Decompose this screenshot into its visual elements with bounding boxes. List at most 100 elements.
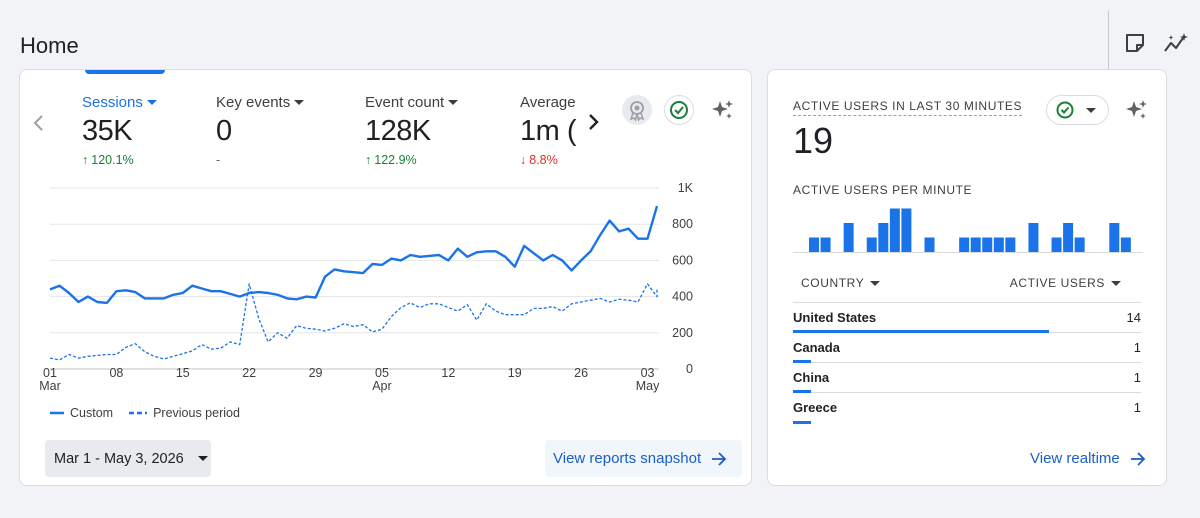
metric-label: Average: [520, 94, 576, 111]
per-minute-bar: [843, 223, 854, 252]
share-bar: [793, 390, 812, 393]
x-tick-day: 08: [109, 366, 123, 380]
active-users-value: 1: [1133, 400, 1141, 415]
active-users-value: 14: [1126, 310, 1141, 325]
dropdown-caret-icon: [197, 456, 208, 461]
view-realtime-link[interactable]: View realtime: [1030, 450, 1146, 467]
metric-sessions[interactable]: Sessions 35K ↑ 120.1%: [82, 94, 207, 174]
per-minute-bar: [959, 237, 970, 252]
legend-label: Custom: [70, 406, 114, 420]
country-name: Greece: [793, 400, 838, 415]
x-tick-day: 03: [641, 366, 655, 380]
dropdown-caret-icon: [448, 100, 459, 105]
y-tick-label: 0: [686, 362, 693, 376]
arrow-up-icon: ↑: [365, 153, 372, 167]
per-minute-bar: [901, 208, 912, 252]
x-tick-month: May: [636, 379, 660, 393]
metric-key-events[interactable]: Key events 0 -: [216, 94, 346, 174]
snapshot-link-label: View reports snapshot: [553, 450, 702, 467]
y-tick-label: 600: [672, 253, 693, 267]
insights-icon[interactable]: [1161, 30, 1189, 58]
x-tick-day: 22: [242, 366, 256, 380]
metric-change: 8.8%: [529, 153, 558, 167]
date-range-label: Mar 1 - May 3, 2026: [54, 450, 184, 467]
country-name: Canada: [793, 340, 840, 355]
check-status-icon[interactable]: [664, 95, 694, 125]
dropdown-caret-icon: [1086, 107, 1096, 113]
x-tick-day: 12: [441, 366, 455, 380]
arrow-right-icon: [712, 451, 727, 466]
award-badge-icon[interactable]: [622, 95, 652, 125]
y-tick-label: 1K: [678, 181, 694, 195]
overview-card: Sessions 35K ↑ 120.1% Key events 0 - Even…: [19, 69, 752, 486]
table-row[interactable]: Greece 1: [793, 393, 1141, 424]
metric-change: 122.9%: [374, 153, 417, 167]
toolbar-divider: [1108, 10, 1109, 76]
y-tick-label: 200: [672, 326, 693, 340]
view-reports-snapshot-link[interactable]: View reports snapshot: [545, 440, 742, 477]
metric-value: 1m (: [520, 115, 576, 147]
next-metrics-button[interactable]: [580, 108, 606, 136]
date-range-button[interactable]: Mar 1 - May 3, 2026: [45, 440, 211, 477]
legend-item-previous: Previous period: [129, 406, 240, 420]
chevron-right-icon: [589, 114, 599, 130]
per-minute-bar: [1120, 237, 1131, 252]
realtime-card: ACTIVE USERS IN LAST 30 MINUTES 19 ACTIV…: [767, 69, 1167, 486]
country-column-header[interactable]: COUNTRY: [801, 276, 881, 290]
arrow-down-icon: ↓: [520, 153, 527, 167]
page-title: Home: [20, 33, 79, 58]
realtime-active-count: 19: [793, 120, 834, 161]
column-label: ACTIVE USERS: [1009, 276, 1105, 290]
country-name: China: [793, 370, 830, 385]
realtime-status-dropdown[interactable]: [1046, 95, 1109, 125]
per-minute-bar: [1063, 223, 1074, 252]
arrow-up-icon: ↑: [82, 153, 89, 167]
per-minute-bar: [1028, 223, 1039, 252]
sparkle-insights-icon[interactable]: [710, 97, 736, 123]
metric-event-count[interactable]: Event count 128K ↑ 122.9%: [365, 94, 505, 174]
per-minute-bar: [866, 237, 877, 252]
per-minute-bar: [889, 208, 900, 252]
dropdown-caret-icon: [294, 100, 305, 105]
share-bar: [793, 421, 812, 424]
sticky-note-icon[interactable]: [1122, 30, 1150, 58]
x-tick-month: Mar: [39, 379, 61, 393]
per-minute-bar: [1051, 237, 1062, 252]
per-minute-bar: [1005, 237, 1016, 252]
per-minute-bar: [982, 237, 993, 252]
active-users-value: 1: [1133, 370, 1141, 385]
country-table-header: COUNTRY ACTIVE USERS: [793, 275, 1141, 303]
country-name: United States: [793, 310, 877, 325]
dropdown-caret-icon: [870, 280, 881, 286]
x-tick-day: 15: [176, 366, 190, 380]
table-row[interactable]: China 1: [793, 363, 1141, 393]
active-users-column-header[interactable]: ACTIVE USERS: [1010, 276, 1121, 290]
chart-legend: Custom Previous period: [50, 406, 240, 420]
legend-label: Previous period: [153, 406, 240, 420]
previous-metrics-button[interactable]: [28, 110, 50, 136]
metric-average[interactable]: Average 1m ( ↓ 8.8%: [520, 94, 576, 174]
x-tick-day: 01: [43, 366, 57, 380]
per-minute-bar: [970, 237, 981, 252]
active-users-value: 1: [1133, 340, 1141, 355]
table-row[interactable]: Canada 1: [793, 333, 1141, 363]
sparkle-insights-icon[interactable]: [1124, 97, 1150, 123]
per-minute-bar: [820, 237, 831, 252]
metric-label: Sessions: [82, 94, 143, 111]
x-tick-day: 26: [574, 366, 588, 380]
share-bar: [793, 330, 1050, 333]
table-row[interactable]: United States 14: [793, 303, 1141, 333]
y-tick-label: 400: [672, 290, 693, 304]
metric-change: -: [216, 153, 221, 167]
per-minute-bar-chart: [793, 208, 1143, 253]
realtime-title[interactable]: ACTIVE USERS IN LAST 30 MINUTES: [793, 99, 1023, 116]
metric-value: 35K: [82, 115, 133, 147]
dropdown-caret-icon: [146, 100, 157, 105]
metric-value: 0: [216, 115, 232, 147]
column-label: COUNTRY: [801, 276, 865, 290]
selected-tab-indicator: [85, 70, 165, 74]
x-tick-day: 19: [508, 366, 522, 380]
legend-item-current: Custom: [50, 406, 113, 420]
share-bar: [793, 360, 812, 363]
